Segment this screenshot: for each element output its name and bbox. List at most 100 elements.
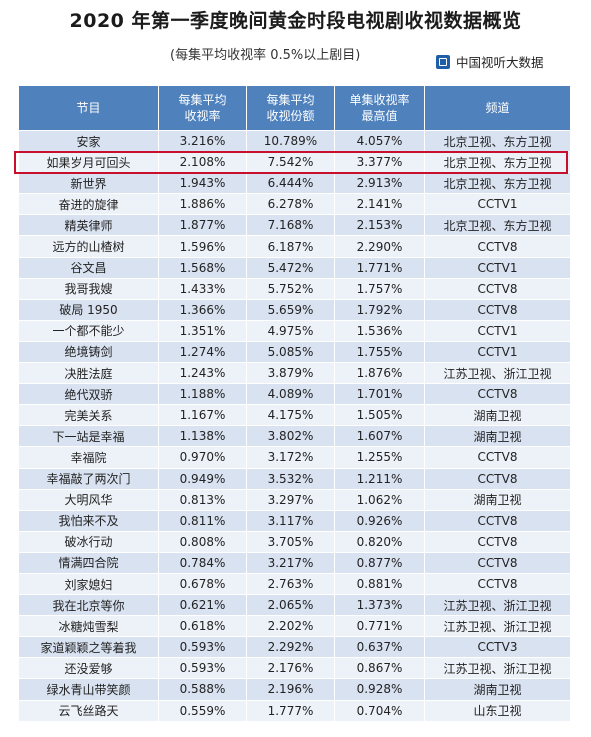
ratings-table: 节目 每集平均 收视率 每集平均 收视份额 单集收视率 最高值 频道 安家 3.216%… [18, 85, 571, 722]
cell-avg-share: 6.278% [246, 193, 335, 216]
cell-channel: CCTV8 [424, 572, 571, 596]
cell-avg-share: 6.444% [246, 172, 335, 195]
cell-avg-rating: 0.784% [158, 551, 247, 574]
cell-channel: CCTV8 [424, 551, 571, 574]
table-row: 远方的山楂树 1.596% 6.187% 2.290% CCTV8 [18, 235, 571, 258]
cell-program: 幸福敲了两次门 [18, 467, 159, 490]
cell-program: 破冰行动 [18, 530, 159, 553]
table-row: 精英律师 1.877% 7.168% 2.153% 北京卫视、东方卫视 [18, 214, 571, 237]
cell-avg-rating: 0.808% [158, 530, 247, 553]
cell-avg-rating: 0.811% [158, 509, 247, 532]
cell-avg-rating: 1.167% [158, 404, 247, 427]
cell-channel: 江苏卫视、浙江卫视 [424, 362, 571, 385]
table-row: 绝代双骄 1.188% 4.089% 1.701% CCTV8 [18, 383, 571, 406]
cell-peak-rating: 0.771% [334, 615, 425, 638]
cell-channel: CCTV8 [424, 530, 571, 553]
cell-avg-share: 5.085% [246, 340, 335, 364]
cell-program: 谷文昌 [18, 256, 159, 279]
cell-peak-rating: 0.820% [334, 530, 425, 553]
cell-peak-rating: 1.373% [334, 594, 425, 617]
cell-channel: 江苏卫视、浙江卫视 [424, 615, 571, 638]
cell-avg-share: 4.975% [246, 319, 335, 342]
cell-program: 绝境铸剑 [18, 340, 159, 364]
cell-avg-share: 7.168% [246, 214, 335, 237]
cell-avg-rating: 1.274% [158, 340, 247, 364]
cell-program: 精英律师 [18, 214, 159, 237]
cell-peak-rating: 0.877% [334, 551, 425, 574]
cell-peak-rating: 1.062% [334, 488, 425, 511]
cell-program: 绝代双骄 [18, 383, 159, 406]
cell-program: 云飞丝路天 [18, 699, 159, 722]
cell-avg-share: 3.802% [246, 425, 335, 448]
cell-channel: CCTV8 [424, 235, 571, 258]
cell-program: 下一站是幸福 [18, 425, 159, 448]
cell-channel: CCTV1 [424, 256, 571, 279]
cell-avg-share: 3.705% [246, 530, 335, 553]
cell-program: 幸福院 [18, 446, 159, 469]
cell-avg-share: 3.117% [246, 509, 335, 532]
page-subtitle: (每集平均收视率 0.5%以上剧目) [170, 48, 361, 63]
cell-channel: CCTV8 [424, 298, 571, 321]
cell-program: 决胜法庭 [18, 362, 159, 385]
cell-avg-rating: 2.108% [158, 151, 247, 174]
cell-channel: 湖南卫视 [424, 488, 571, 511]
header-channel: 频道 [424, 85, 571, 131]
cell-avg-rating: 1.568% [158, 256, 247, 279]
cell-avg-share: 5.659% [246, 298, 335, 321]
cell-channel: CCTV3 [424, 636, 571, 659]
cell-avg-rating: 0.618% [158, 615, 247, 638]
cell-avg-rating: 0.593% [158, 636, 247, 659]
cell-avg-share: 2.196% [246, 678, 335, 701]
cell-channel: 北京卫视、东方卫视 [424, 129, 571, 153]
cell-peak-rating: 1.792% [334, 298, 425, 321]
cell-peak-rating: 1.607% [334, 425, 425, 448]
cell-program: 新世界 [18, 172, 159, 195]
cell-avg-share: 2.176% [246, 657, 335, 680]
cell-avg-rating: 1.243% [158, 362, 247, 385]
cell-avg-rating: 0.678% [158, 572, 247, 596]
cell-avg-rating: 1.188% [158, 383, 247, 406]
table-row: 破冰行动 0.808% 3.705% 0.820% CCTV8 [18, 530, 571, 553]
cell-avg-share: 3.297% [246, 488, 335, 511]
table-row: 如果岁月可回头 2.108% 7.542% 3.377% 北京卫视、东方卫视 [18, 151, 571, 174]
table-row: 新世界 1.943% 6.444% 2.913% 北京卫视、东方卫视 [18, 172, 571, 195]
cell-program: 安家 [18, 129, 159, 153]
cell-peak-rating: 1.211% [334, 467, 425, 490]
cell-avg-rating: 0.970% [158, 446, 247, 469]
cell-channel: 湖南卫视 [424, 425, 571, 448]
table-row: 我哥我嫂 1.433% 5.752% 1.757% CCTV8 [18, 277, 571, 300]
cell-avg-share: 3.532% [246, 467, 335, 490]
cell-peak-rating: 2.913% [334, 172, 425, 195]
cell-program: 大明风华 [18, 488, 159, 511]
cell-peak-rating: 1.757% [334, 277, 425, 300]
table-row: 家道颖颖之等着我 0.593% 2.292% 0.637% CCTV3 [18, 636, 571, 659]
cell-peak-rating: 2.290% [334, 235, 425, 258]
table-row: 安家 3.216% 10.789% 4.057% 北京卫视、东方卫视 [18, 129, 571, 153]
cell-avg-share: 3.172% [246, 446, 335, 469]
table-row: 我在北京等你 0.621% 2.065% 1.373% 江苏卫视、浙江卫视 [18, 594, 571, 617]
cell-program: 我哥我嫂 [18, 277, 159, 300]
cell-program: 一个都不能少 [18, 319, 159, 342]
cell-avg-share: 1.777% [246, 699, 335, 722]
cell-avg-rating: 0.813% [158, 488, 247, 511]
cell-peak-rating: 1.701% [334, 383, 425, 406]
cell-peak-rating: 1.876% [334, 362, 425, 385]
tv-icon [436, 54, 450, 69]
table-row: 刘家媳妇 0.678% 2.763% 0.881% CCTV8 [18, 572, 571, 596]
cell-channel: CCTV8 [424, 509, 571, 532]
cell-program: 如果岁月可回头 [18, 151, 159, 174]
cell-avg-share: 4.089% [246, 383, 335, 406]
cell-avg-rating: 0.559% [158, 699, 247, 722]
cell-program: 远方的山楂树 [18, 235, 159, 258]
table-row: 一个都不能少 1.351% 4.975% 1.536% CCTV1 [18, 319, 571, 342]
cell-program: 刘家媳妇 [18, 572, 159, 596]
cell-program: 绿水青山带笑颜 [18, 678, 159, 701]
cell-peak-rating: 1.771% [334, 256, 425, 279]
cell-peak-rating: 4.057% [334, 129, 425, 153]
cell-peak-rating: 0.867% [334, 657, 425, 680]
cell-channel: CCTV8 [424, 467, 571, 490]
cell-peak-rating: 2.141% [334, 193, 425, 216]
header-peak-rating: 单集收视率 最高值 [334, 85, 425, 131]
cell-peak-rating: 1.755% [334, 340, 425, 364]
cell-peak-rating: 1.536% [334, 319, 425, 342]
